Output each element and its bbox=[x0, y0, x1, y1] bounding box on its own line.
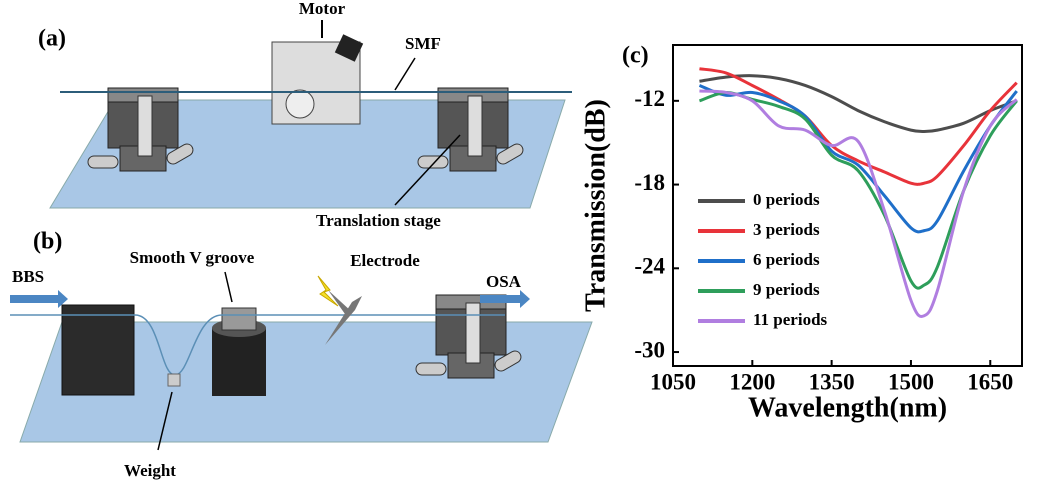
page: (a) Motor SMF Translation stage (b) BBS … bbox=[0, 0, 1038, 491]
groove-base bbox=[212, 328, 266, 396]
x-tick-label: 1050 bbox=[650, 369, 696, 394]
label: Smooth V groove bbox=[130, 248, 255, 267]
panel-label: (b) bbox=[33, 229, 62, 255]
spark bbox=[318, 276, 338, 306]
legend-label: 11 periods bbox=[753, 310, 828, 329]
y-tick-label: -12 bbox=[634, 86, 665, 111]
arrow bbox=[225, 272, 232, 302]
legend-label: 0 periods bbox=[753, 190, 820, 209]
label: BBS bbox=[12, 267, 44, 286]
label: OSA bbox=[486, 272, 522, 291]
label: Weight bbox=[124, 461, 176, 480]
v-groove bbox=[222, 308, 256, 330]
x-tick-label: 1200 bbox=[729, 369, 775, 394]
arrow bbox=[10, 290, 68, 308]
x-axis-title: Wavelength(nm) bbox=[748, 392, 947, 423]
label: SMF bbox=[405, 34, 441, 53]
x-tick-label: 1650 bbox=[967, 369, 1013, 394]
y-tick-label: -18 bbox=[634, 170, 665, 195]
panel-label: (c) bbox=[622, 43, 649, 69]
x-tick-label: 1500 bbox=[888, 369, 934, 394]
figure: (a) Motor SMF Translation stage (b) BBS … bbox=[0, 0, 1038, 491]
label: Motor bbox=[299, 0, 346, 18]
weight bbox=[168, 374, 180, 386]
motor-shaft bbox=[286, 90, 314, 118]
legend-label: 6 periods bbox=[753, 250, 820, 269]
series-line bbox=[699, 85, 1016, 231]
legend-label: 3 periods bbox=[753, 220, 820, 239]
legend-label: 9 periods bbox=[753, 280, 820, 299]
arrow bbox=[395, 58, 415, 90]
label: Translation stage bbox=[316, 211, 441, 230]
panel-label: (a) bbox=[38, 26, 66, 52]
x-tick-label: 1350 bbox=[809, 369, 855, 394]
y-tick-label: -24 bbox=[634, 254, 665, 279]
label: Electrode bbox=[350, 251, 420, 270]
series-line bbox=[699, 91, 1016, 316]
holder bbox=[62, 305, 134, 395]
y-tick-label: -30 bbox=[634, 337, 665, 362]
y-axis-title: Transmission(dB) bbox=[580, 99, 611, 312]
